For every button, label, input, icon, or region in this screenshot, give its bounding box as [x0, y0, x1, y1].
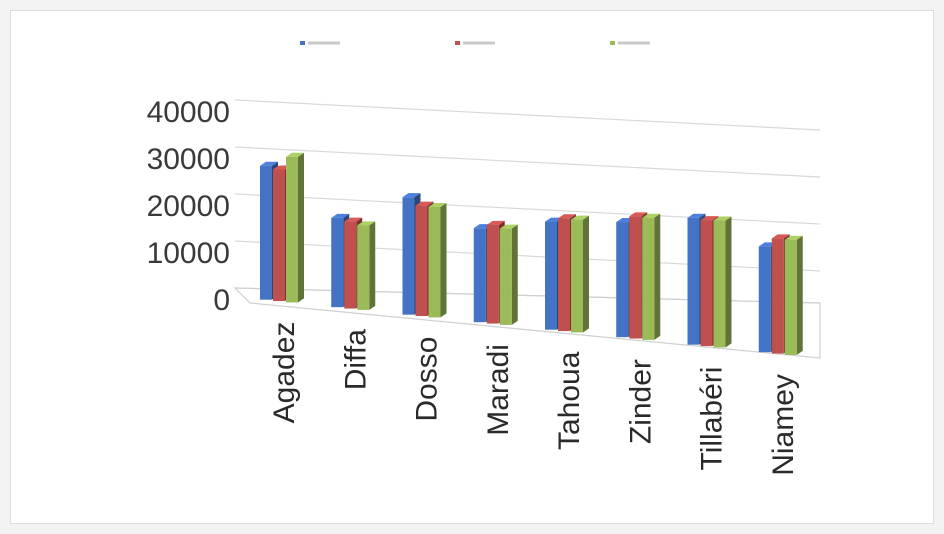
legend-swatch	[610, 41, 615, 45]
y-tick-label: 20000	[147, 190, 230, 223]
x-axis: Agadez Diffa Dosso Maradi Tahoua Zinder Tillab…	[268, 322, 800, 476]
bar	[571, 215, 589, 333]
legend-swatch	[300, 41, 305, 45]
gridline	[234, 99, 821, 131]
gridline	[234, 146, 821, 178]
bar	[499, 224, 518, 325]
gridline	[234, 240, 821, 272]
gridline	[234, 193, 821, 225]
bar	[713, 216, 732, 348]
x-tick-label: Zinder	[624, 359, 657, 444]
bar-group	[260, 152, 803, 355]
x-tick-label: Agadez	[268, 322, 301, 424]
y-tick-label: 0	[213, 284, 230, 317]
y-tick-label: 40000	[147, 96, 230, 129]
x-tick-label: Niamey	[767, 374, 800, 476]
bar	[286, 152, 304, 303]
legend-label	[308, 41, 340, 45]
bar	[357, 221, 376, 310]
x-tick-label: Dosso	[411, 337, 444, 422]
x-tick-label: Maradi	[482, 344, 515, 436]
chart-floor	[233, 287, 821, 359]
x-tick-label: Tillabéri	[696, 367, 729, 471]
y-tick-label: 30000	[147, 143, 230, 176]
bar	[784, 235, 803, 355]
legend-label	[618, 41, 650, 45]
y-tick-label: 10000	[147, 237, 230, 270]
x-tick-label: Diffa	[339, 329, 372, 390]
legend-label	[463, 41, 495, 45]
y-axis: 0 10000 20000 30000 40000	[147, 96, 230, 317]
bar	[642, 213, 661, 340]
chart-legend	[300, 41, 650, 45]
gridlines	[233, 99, 821, 359]
bar	[428, 202, 447, 318]
legend-swatch	[455, 41, 460, 45]
x-tick-label: Tahoua	[553, 351, 586, 450]
